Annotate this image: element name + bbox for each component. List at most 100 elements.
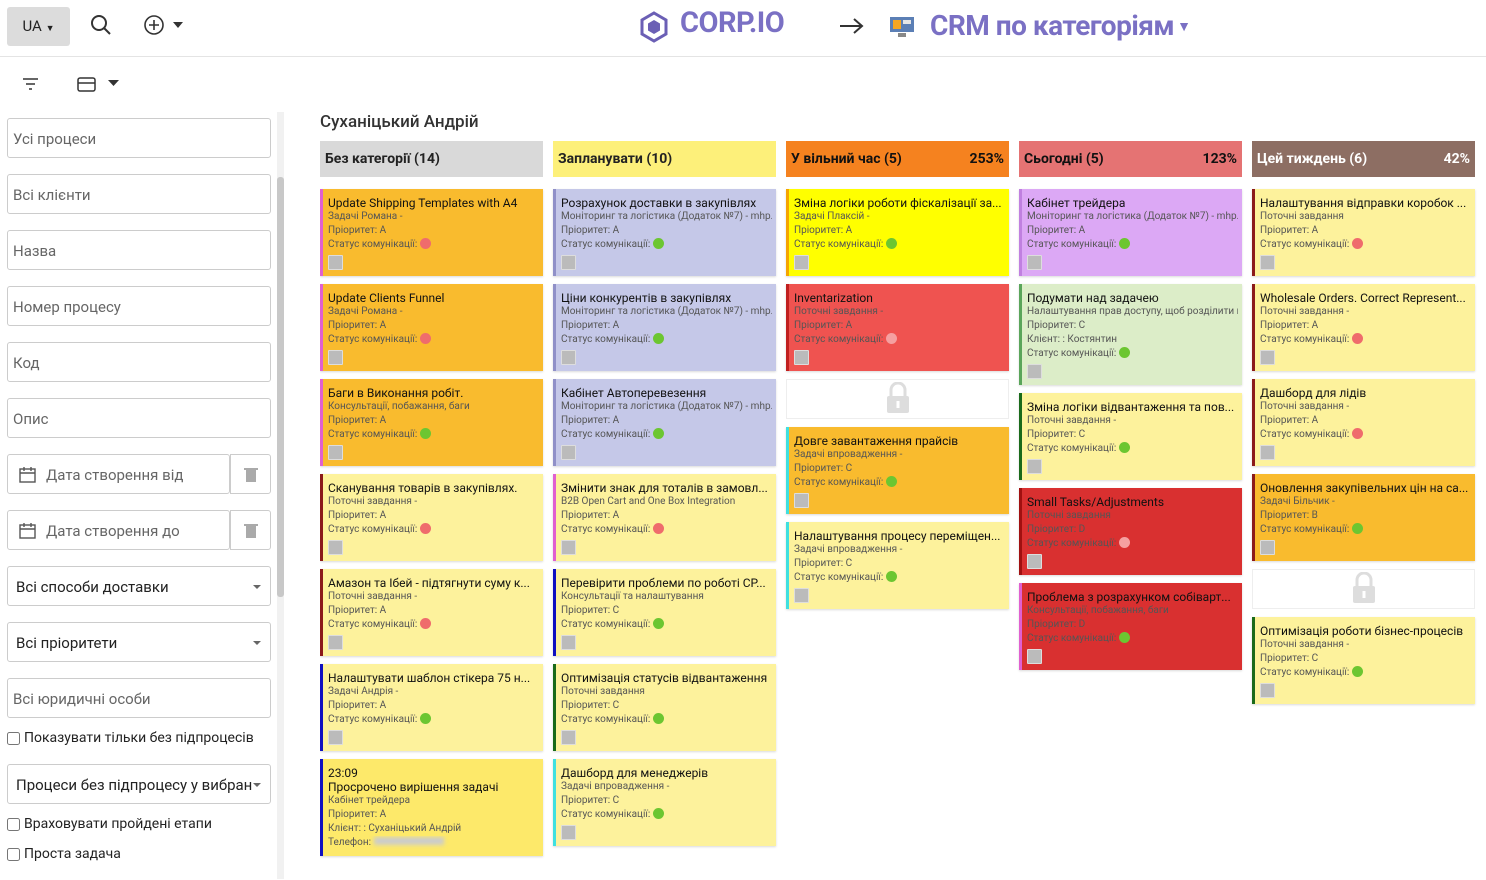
status-dot [886, 333, 898, 344]
card-icon[interactable] [561, 540, 576, 555]
checkbox-label: Показувати тільки без підпроцесів [24, 730, 254, 746]
card-title: Сканування товарів в закупівлях. [328, 481, 518, 495]
card-icon[interactable] [1027, 255, 1042, 270]
date-field[interactable]: Дата створення до [7, 510, 271, 550]
input-field[interactable]: Назва [7, 230, 271, 270]
card-icon[interactable] [561, 350, 576, 365]
card-line: Задачі Романа - [328, 210, 539, 224]
task-card[interactable]: Оптимізація статусів відвантаження Поточн… [553, 664, 776, 751]
card-icon[interactable] [1260, 255, 1275, 270]
card-icon[interactable] [1260, 683, 1275, 698]
task-card[interactable]: Inventarization Поточні завдання - Пріорит… [786, 284, 1009, 371]
checkbox[interactable] [7, 817, 20, 831]
task-card[interactable]: Подумати над задачею Налаштування прав до… [1019, 284, 1242, 385]
input-field[interactable]: Всі юридичні особи [7, 678, 271, 718]
select-field[interactable]: Всі пріоритети [7, 622, 271, 662]
task-card[interactable]: Update Shipping Templates with A4 Задачі … [320, 189, 543, 276]
page-title[interactable]: CRM по категоріям ▼ [930, 9, 1191, 42]
task-card[interactable]: Змінити знак для тоталів в замовл... B2B … [553, 474, 776, 561]
card-icon[interactable] [561, 255, 576, 270]
card-line: Задачі Романа - [328, 305, 539, 319]
card-icon[interactable] [328, 445, 343, 460]
task-card[interactable]: Ціни конкурентів в закупівлях Моніторинг … [553, 284, 776, 371]
task-card[interactable]: Довге завантаження прайсів Задачі впровад… [786, 427, 1009, 514]
task-card[interactable]: Налаштування процесу переміщен... Задачі … [786, 522, 1009, 609]
card-icon[interactable] [1260, 540, 1275, 555]
input-field[interactable]: Код [7, 342, 271, 382]
card-icon[interactable] [1027, 364, 1042, 379]
task-card[interactable]: Баги в Виконання робіт. Консультації, поб… [320, 379, 543, 466]
input-field[interactable]: Номер процесу [7, 286, 271, 326]
card-line: Пріоритет: C [794, 462, 1005, 476]
card-line-text: Пріоритет: A [561, 320, 620, 331]
card-icon[interactable] [1260, 445, 1275, 460]
checkbox[interactable] [7, 847, 20, 861]
task-card[interactable]: Перевірити проблеми по роботі CP... Консу… [553, 569, 776, 656]
card-icon[interactable] [328, 540, 343, 555]
card-icon[interactable] [1260, 350, 1275, 365]
task-card[interactable]: Update Clients Funnel Задачі Романа - Пріо… [320, 284, 543, 371]
card-title: Small Tasks/Adjustments [1027, 495, 1165, 509]
card-icon[interactable] [794, 255, 809, 270]
clear-button[interactable] [230, 510, 271, 550]
task-card[interactable]: Сканування товарів в закупівлях. Поточні … [320, 474, 543, 561]
task-card[interactable]: Налаштування відправки коробок ... Поточн… [1252, 189, 1475, 276]
task-card[interactable]: Налаштувати шаблон стікера 75 н... Задачі… [320, 664, 543, 751]
card-icon[interactable] [561, 445, 576, 460]
card-icon[interactable] [794, 588, 809, 603]
task-card[interactable]: Зміна логіки відвантаження та пов... Пото… [1019, 393, 1242, 480]
card-icon[interactable] [328, 350, 343, 365]
card-icon[interactable] [328, 730, 343, 745]
status-line: Статус комунікації: [794, 238, 1005, 252]
card-icon[interactable] [1027, 649, 1042, 664]
task-card[interactable]: Кабінет Автоперевезення Моніторинг та лог… [553, 379, 776, 466]
input-field[interactable]: Усі процеси [7, 118, 271, 158]
language-button[interactable]: UA ▼ [7, 7, 70, 46]
card-icon[interactable] [1027, 554, 1042, 569]
task-card[interactable]: Small Tasks/Adjustments Поточні завдання П… [1019, 488, 1242, 575]
task-card[interactable]: Оновлення закупівельних цін на са... Зада… [1252, 474, 1475, 561]
task-card[interactable]: Оптимізація роботи бізнес-процесів Поточн… [1252, 617, 1475, 704]
task-card[interactable]: Амазон та Ібей - підтягнути суму к... Пот… [320, 569, 543, 656]
task-card[interactable]: Проблема з розрахунком собіварт... Консул… [1019, 583, 1242, 670]
card-line-text: Пріоритет: C [1260, 653, 1319, 664]
search-icon[interactable] [89, 13, 113, 37]
task-card[interactable]: Wholesale Orders. Correct Represent... По… [1252, 284, 1475, 371]
card-icon[interactable] [561, 730, 576, 745]
card-icon[interactable] [794, 493, 809, 508]
card-line: Пріоритет: C [794, 557, 1005, 571]
input-field[interactable]: Всі клієнти [7, 174, 271, 214]
brand[interactable]: CORP.IO [680, 6, 785, 40]
task-card[interactable]: Дашборд для менеджерів Задачі впровадженн… [553, 759, 776, 846]
clear-button[interactable] [230, 454, 271, 494]
date-field[interactable]: Дата створення від [7, 454, 271, 494]
checkbox[interactable] [7, 731, 20, 745]
card-icon[interactable] [328, 255, 343, 270]
task-card[interactable]: Дашборд для лідів Поточні завдання - Пріор… [1252, 379, 1475, 466]
task-card[interactable]: Кабінет трейдера Моніторинг та логістика … [1019, 189, 1242, 276]
field-label: Всі способи доставки [16, 578, 169, 596]
card-line: Поточні завдання [1260, 210, 1471, 224]
card-icon[interactable] [1027, 459, 1042, 474]
task-card[interactable]: Зміна логіки роботи фіскалізації за... За… [786, 189, 1009, 276]
card-line-text: Пріоритет: C [794, 463, 853, 474]
select-field[interactable]: Процеси без підпроцесу у вибран [7, 764, 271, 804]
card-line: Задачі Андрія - [328, 685, 539, 699]
card-line-text: Клієнт: : Суханіцький Андрій [328, 823, 462, 834]
card-icon[interactable] [561, 825, 576, 840]
card-line: Клієнт: : Суханіцький Андрій [328, 822, 539, 836]
card-line-text: Телефон: [328, 837, 372, 848]
card-icon[interactable] [561, 635, 576, 650]
select-field[interactable]: Всі способи доставки [7, 566, 271, 606]
status-label: Статус комунікації: [328, 334, 418, 345]
status-dot [1352, 333, 1364, 344]
card-line-text: Пріоритет: A [1260, 320, 1319, 331]
card-icon[interactable] [328, 635, 343, 650]
input-field[interactable]: Опис [7, 398, 271, 438]
task-card[interactable]: 23:09 Просрочено вирішення задачі Кабінет … [320, 759, 543, 856]
toolbar-icons[interactable] [22, 76, 122, 96]
card-title: Розрахунок доставки в закупівлях [561, 196, 757, 210]
card-icon[interactable] [794, 350, 809, 365]
add-icon[interactable] [143, 14, 187, 38]
task-card[interactable]: Розрахунок доставки в закупівлях Монітори… [553, 189, 776, 276]
